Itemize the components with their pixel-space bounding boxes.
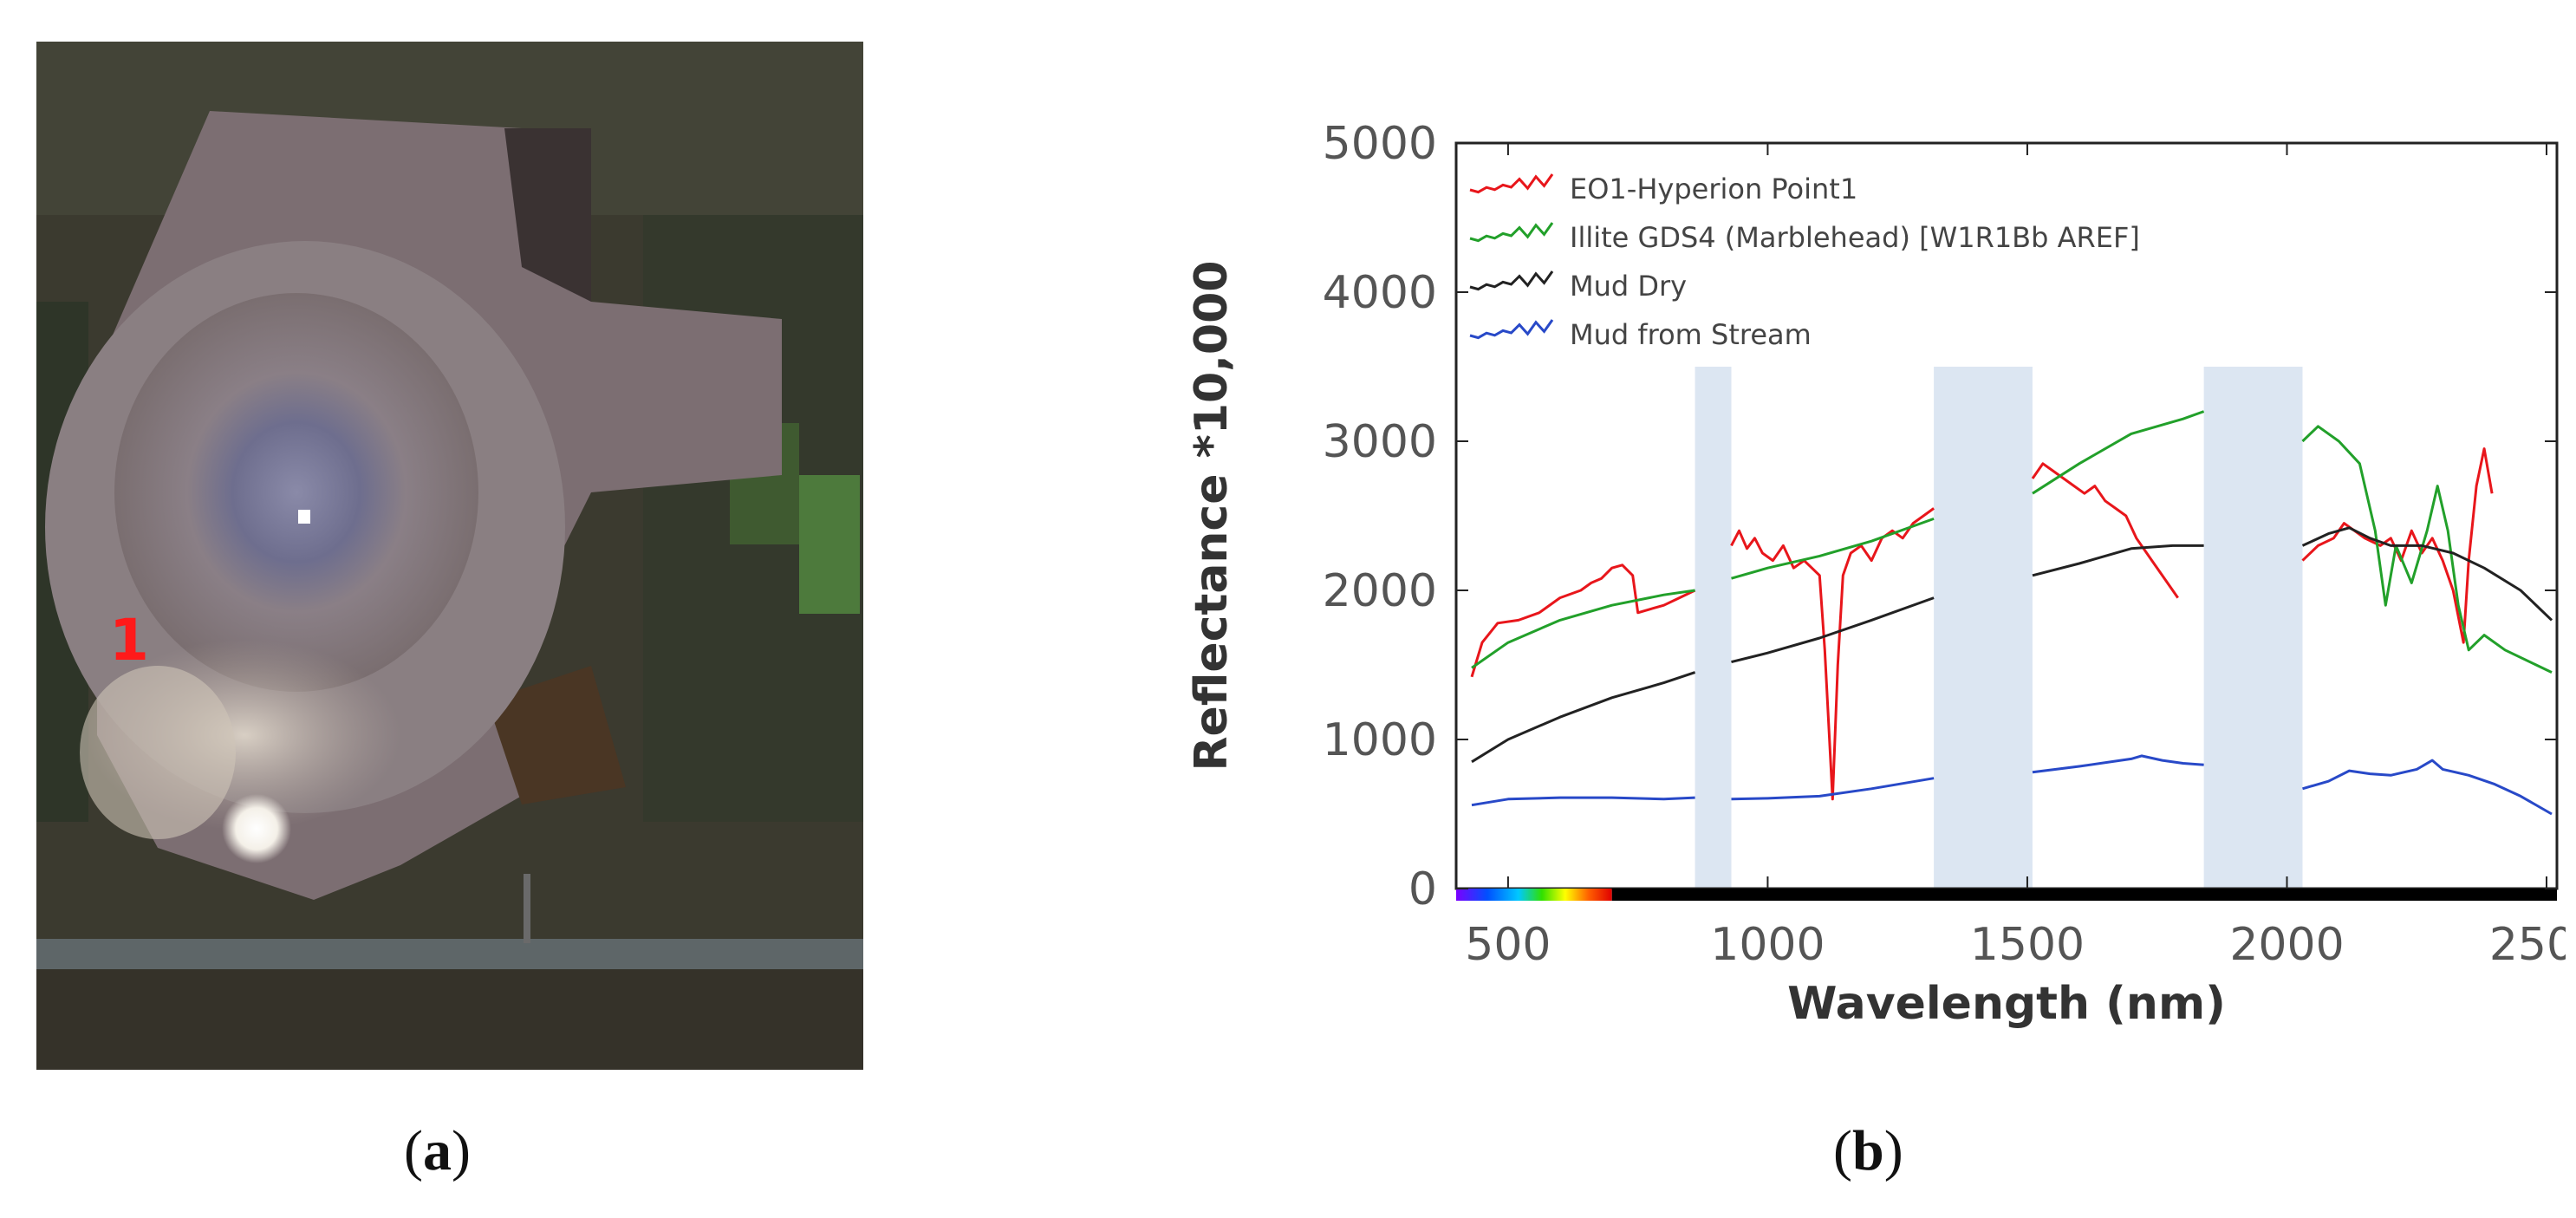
y-tick-label-3: 3000 — [1323, 416, 1437, 468]
series-line-3-segment-3 — [2032, 544, 2204, 577]
series-line-2-segment-4 — [2301, 425, 2553, 674]
legend-label-4: Mud from Stream — [1570, 318, 1812, 351]
legend-swatch-2 — [1469, 222, 1554, 243]
legend-swatch-3 — [1469, 270, 1554, 291]
series-line-4-segment-1 — [1471, 796, 1695, 807]
satellite-image: 1 — [36, 42, 863, 1070]
x-tick-label-1: 1000 — [1710, 919, 1825, 971]
caption-b-letter: b — [1851, 1119, 1884, 1182]
x-axis-ticks: 500 1000 1500 2000 2500 — [1465, 143, 2576, 971]
series-line-1-segment-1 — [1470, 563, 1696, 678]
y-tick-label-2: 2000 — [1323, 565, 1437, 617]
legend: EO1-Hyperion Point1 Illite GDS4 (Marblehe… — [1469, 173, 2140, 351]
absorption-band-1 — [1695, 367, 1732, 889]
legend-swatch-1 — [1469, 173, 1554, 194]
legend-label-3: Mud Dry — [1570, 270, 1687, 303]
satellite-image-drawing — [36, 42, 863, 1070]
series-line-2-segment-1 — [1471, 589, 1695, 669]
x-tick-label-2: 1500 — [1970, 919, 2085, 971]
legend-label-2: Illite GDS4 (Marblehead) [W1R1Bb AREF] — [1570, 221, 2140, 254]
spectral-chart: 0 1000 2000 3000 4000 5000 500 1000 1500 2000 250… — [1127, 104, 2576, 1058]
series-line-2-segment-3 — [2032, 410, 2205, 495]
series-line-2-segment-2 — [1731, 517, 1935, 580]
series-line-3-segment-2 — [1731, 596, 1935, 664]
x-tick-label-4: 2500 — [2489, 919, 2566, 971]
y-tick-label-0: 0 — [1408, 863, 1437, 915]
caption-b: (b) — [1833, 1119, 1903, 1182]
x-tick-label-3: 2000 — [2229, 919, 2344, 971]
y-axis-ticks: 0 1000 2000 3000 4000 5000 — [1323, 118, 2557, 915]
legend-label-1: EO1-Hyperion Point1 — [1570, 173, 1857, 205]
absorption-band-2 — [1934, 367, 2033, 889]
series-lines — [1470, 410, 2553, 816]
series-line-4-segment-2 — [1731, 777, 1935, 801]
infrared-band-bar — [1611, 889, 2557, 901]
x-tick-label-0: 500 — [1465, 919, 1551, 971]
absorption-band-3 — [2203, 367, 2303, 889]
point-1-label: 1 — [109, 607, 149, 674]
series-line-4-segment-3 — [2032, 754, 2204, 774]
y-tick-label-5: 5000 — [1323, 118, 1437, 170]
series-line-3-segment-4 — [2301, 526, 2553, 622]
chart-svg: 0 1000 2000 3000 4000 5000 500 1000 1500 2000 250… — [1186, 118, 2576, 1030]
series-line-1-segment-3 — [2031, 462, 2179, 599]
legend-swatch-4 — [1469, 319, 1554, 340]
absorption-bands — [1695, 367, 2303, 889]
caption-a-letter: a — [422, 1119, 452, 1182]
caption-a: (a) — [404, 1119, 471, 1182]
y-axis-label: Reflectance *10,000 — [1186, 261, 1238, 772]
visible-spectrum-colors — [1456, 889, 1612, 901]
x-axis-label: Wavelength (nm) — [1787, 978, 2226, 1030]
series-line-4-segment-4 — [2302, 759, 2553, 816]
y-tick-label-1: 1000 — [1323, 714, 1437, 766]
visible-spectrum-bar — [1456, 889, 2557, 901]
y-tick-label-4: 4000 — [1323, 267, 1437, 319]
series-line-3-segment-1 — [1471, 671, 1696, 764]
